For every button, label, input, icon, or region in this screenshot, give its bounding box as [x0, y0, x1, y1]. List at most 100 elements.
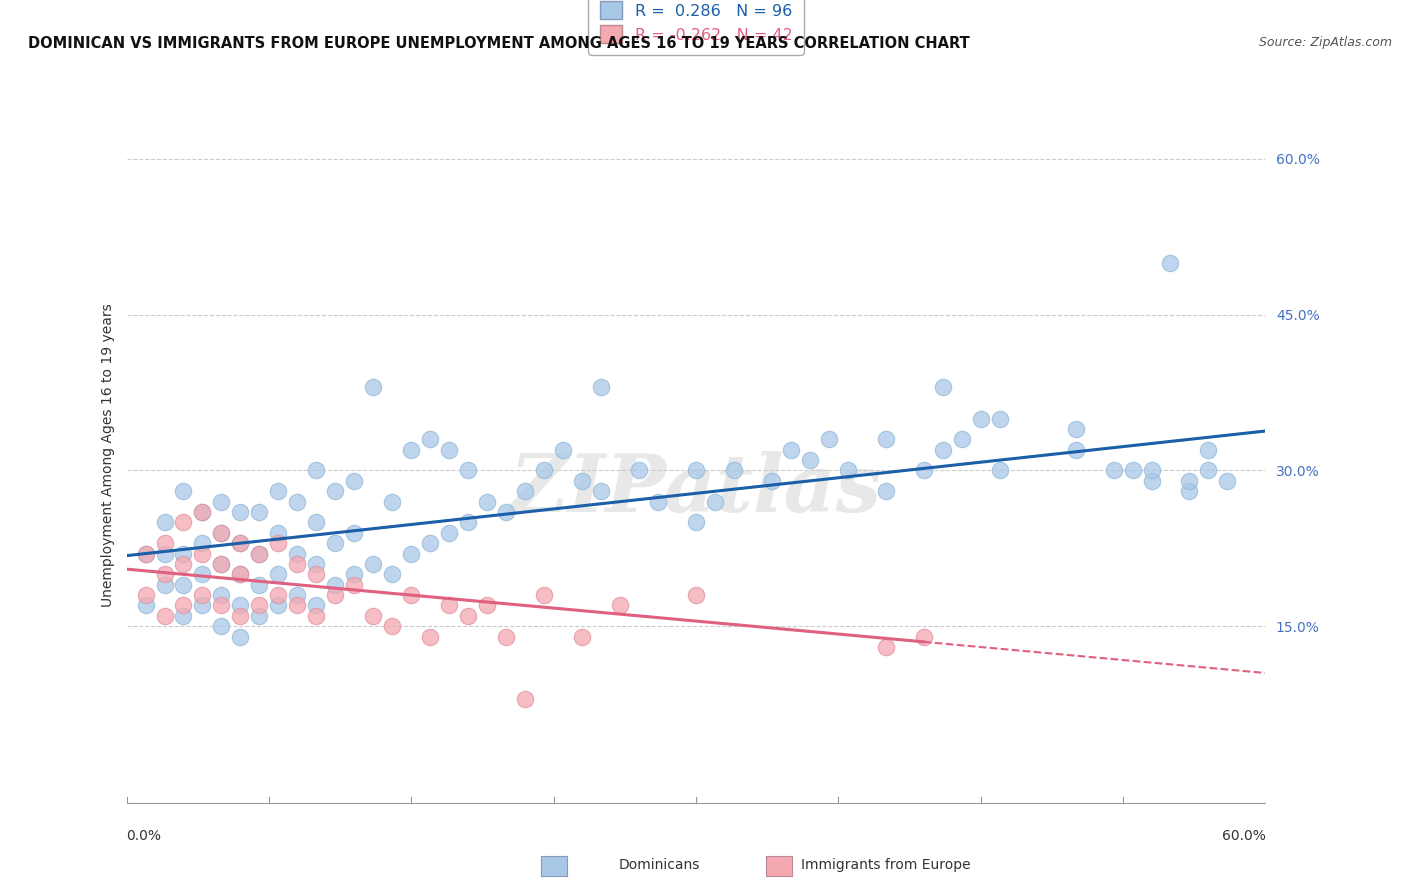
Point — [1140, 463, 1163, 477]
Point — [591, 484, 613, 499]
Point — [381, 619, 404, 633]
Point — [1198, 463, 1220, 477]
Point — [457, 463, 479, 477]
Point — [1064, 442, 1087, 457]
Point — [457, 516, 479, 530]
Point — [343, 578, 366, 592]
Legend: R =  0.286   N = 96, R = -0.262   N = 42: R = 0.286 N = 96, R = -0.262 N = 42 — [588, 0, 804, 54]
Point — [343, 525, 366, 540]
Point — [211, 557, 233, 571]
Point — [343, 474, 366, 488]
Point — [439, 525, 461, 540]
Point — [363, 380, 385, 394]
Point — [439, 599, 461, 613]
Point — [229, 536, 252, 550]
Point — [343, 567, 366, 582]
Point — [723, 463, 745, 477]
Point — [477, 599, 499, 613]
Point — [267, 599, 290, 613]
Point — [229, 630, 252, 644]
Point — [249, 599, 271, 613]
Point — [363, 608, 385, 623]
Point — [591, 380, 613, 394]
Point — [401, 588, 423, 602]
Point — [229, 505, 252, 519]
Point — [533, 588, 555, 602]
Point — [323, 588, 347, 602]
Point — [779, 442, 801, 457]
Text: Source: ZipAtlas.com: Source: ZipAtlas.com — [1258, 36, 1392, 49]
Point — [875, 484, 897, 499]
Point — [229, 567, 252, 582]
Point — [1140, 474, 1163, 488]
Point — [211, 494, 233, 508]
Point — [761, 474, 783, 488]
Point — [704, 494, 727, 508]
Point — [172, 547, 194, 561]
Point — [1160, 256, 1182, 270]
Text: ZIPatlas: ZIPatlas — [510, 451, 882, 528]
Point — [211, 557, 233, 571]
Point — [1102, 463, 1125, 477]
Point — [249, 547, 271, 561]
Point — [1198, 442, 1220, 457]
Point — [191, 547, 214, 561]
Point — [439, 442, 461, 457]
Point — [875, 640, 897, 654]
Point — [1178, 474, 1201, 488]
Point — [172, 484, 194, 499]
Point — [191, 536, 214, 550]
Point — [211, 525, 233, 540]
Point — [515, 484, 537, 499]
Point — [381, 567, 404, 582]
Point — [153, 578, 176, 592]
Point — [875, 433, 897, 447]
Point — [988, 463, 1011, 477]
Point — [495, 630, 517, 644]
Point — [287, 588, 309, 602]
Point — [553, 442, 575, 457]
Point — [287, 557, 309, 571]
Point — [495, 505, 517, 519]
Point — [457, 608, 479, 623]
Point — [229, 536, 252, 550]
Point — [153, 516, 176, 530]
Point — [267, 525, 290, 540]
Point — [153, 567, 176, 582]
Point — [323, 578, 347, 592]
Point — [135, 599, 156, 613]
Point — [191, 505, 214, 519]
Point — [287, 494, 309, 508]
Point — [609, 599, 631, 613]
Point — [685, 588, 707, 602]
Point — [837, 463, 859, 477]
Y-axis label: Unemployment Among Ages 16 to 19 years: Unemployment Among Ages 16 to 19 years — [101, 303, 115, 607]
Point — [135, 588, 156, 602]
Point — [172, 599, 194, 613]
Point — [419, 433, 441, 447]
Point — [172, 578, 194, 592]
Point — [401, 547, 423, 561]
Point — [211, 588, 233, 602]
Point — [932, 442, 955, 457]
Point — [191, 599, 214, 613]
Point — [628, 463, 651, 477]
Point — [191, 588, 214, 602]
Point — [305, 608, 328, 623]
Point — [419, 630, 441, 644]
Point — [153, 608, 176, 623]
Point — [249, 608, 271, 623]
Text: 0.0%: 0.0% — [127, 829, 162, 843]
Point — [211, 525, 233, 540]
Point — [912, 630, 935, 644]
Point — [685, 463, 707, 477]
Point — [988, 411, 1011, 425]
Point — [172, 608, 194, 623]
Point — [1064, 422, 1087, 436]
Point — [305, 516, 328, 530]
Point — [571, 474, 593, 488]
Point — [249, 578, 271, 592]
Point — [172, 516, 194, 530]
Text: Immigrants from Europe: Immigrants from Europe — [801, 858, 972, 872]
Point — [267, 484, 290, 499]
